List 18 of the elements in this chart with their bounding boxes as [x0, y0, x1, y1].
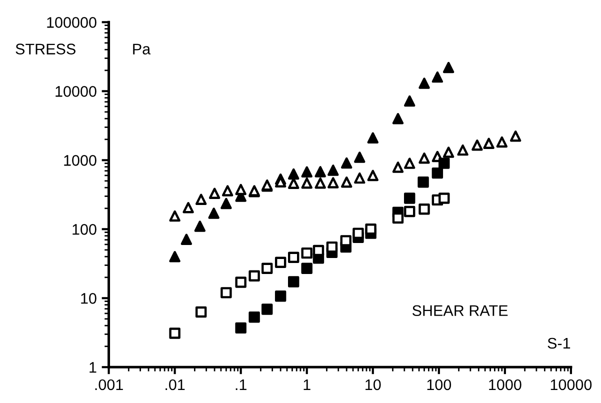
y-tick-label: 100000 [47, 17, 96, 28]
x-axis-title: SHEAR RATE [412, 305, 508, 316]
y-axis-title: STRESS [16, 44, 76, 54]
x-tick-label: .1 [236, 380, 246, 390]
y-tick-label: 10000 [56, 86, 96, 97]
annotation: S-1 [548, 338, 570, 349]
y-tick-label: 10 [81, 293, 96, 304]
y-tick-label: 100 [72, 224, 96, 235]
x-tick-label: .001 [95, 379, 123, 390]
x-tick-label: 100 [427, 379, 452, 390]
x-tick-label: 1000 [489, 379, 522, 390]
x-tick-label: 10 [366, 379, 381, 390]
x-tick-label: 10000 [550, 379, 592, 390]
x-tick-label: 1 [304, 380, 310, 390]
y-tick-label: 1 [90, 362, 96, 373]
x-tick-label: .01 [166, 379, 185, 390]
annotation: Pa [133, 44, 151, 54]
y-tick-label: 1000 [64, 155, 96, 166]
